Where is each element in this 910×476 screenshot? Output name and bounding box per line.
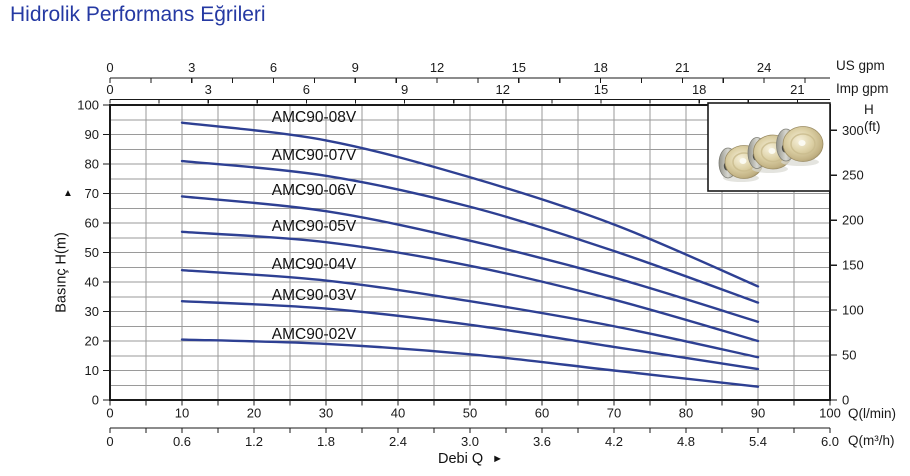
svg-text:15: 15 — [594, 82, 608, 97]
svg-text:12: 12 — [496, 82, 510, 97]
svg-text:0: 0 — [92, 393, 99, 408]
curve-amc90-08v — [180, 121, 760, 288]
right-axis-ft-label: (ft) — [864, 119, 881, 134]
grid-lines — [110, 105, 830, 400]
q-lmin-unit-label: Q(l/min) — [848, 406, 896, 421]
svg-text:70: 70 — [607, 406, 621, 421]
svg-text:10: 10 — [85, 363, 99, 378]
svg-text:12: 12 — [430, 60, 444, 75]
svg-text:0: 0 — [842, 393, 849, 408]
svg-text:1.8: 1.8 — [317, 434, 335, 449]
curve-amc90-07v — [180, 159, 760, 304]
svg-text:18: 18 — [593, 60, 607, 75]
svg-text:250: 250 — [842, 168, 864, 183]
svg-text:1.2: 1.2 — [245, 434, 263, 449]
svg-text:40: 40 — [85, 275, 99, 290]
up-arrow-icon: ▲ — [63, 188, 73, 199]
curve-amc90-05v — [180, 230, 760, 343]
bottom-axis-m3h: 0 0.6 1.2 1.8 2.4 3.0 3.6 4.2 4.8 5.4 6.0 — [106, 427, 839, 449]
curve-label-amc90-03v: AMC90-03V — [271, 287, 357, 305]
svg-text:6: 6 — [303, 82, 310, 97]
svg-text:50: 50 — [85, 245, 99, 260]
curve-amc90-06v — [180, 195, 760, 324]
svg-text:300: 300 — [842, 123, 864, 138]
svg-text:0: 0 — [106, 406, 113, 421]
top-axis-imp-gpm: 0 3 6 9 12 15 18 21 — [106, 82, 830, 104]
left-axis-m: 0 10 20 30 40 50 60 70 80 90 100 — [77, 98, 110, 408]
svg-text:50: 50 — [842, 348, 856, 363]
curve-amc90-03v — [180, 299, 760, 371]
svg-text:90: 90 — [751, 406, 765, 421]
curve-label-amc90-04v: AMC90-04V — [271, 256, 357, 274]
svg-text:20: 20 — [247, 406, 261, 421]
svg-text:70: 70 — [85, 186, 99, 201]
curve-label-amc90-05v: AMC90-05V — [271, 217, 357, 235]
svg-text:10: 10 — [175, 406, 189, 421]
curve-label-amc90-02v: AMC90-02V — [271, 325, 357, 343]
svg-text:100: 100 — [77, 98, 99, 113]
svg-text:3.6: 3.6 — [533, 434, 551, 449]
svg-text:6: 6 — [270, 60, 277, 75]
svg-text:4.8: 4.8 — [677, 434, 695, 449]
svg-text:5.4: 5.4 — [749, 434, 767, 449]
svg-text:15: 15 — [512, 60, 526, 75]
svg-text:80: 80 — [85, 157, 99, 172]
svg-text:150: 150 — [842, 258, 864, 273]
svg-text:3.0: 3.0 — [461, 434, 479, 449]
x-axis-title: Debi Q ► — [438, 451, 503, 467]
right-axis-ft: 0 50 100 150 200 250 300 — [830, 123, 864, 408]
svg-text:4.2: 4.2 — [605, 434, 623, 449]
curve-amc90-04v — [180, 269, 760, 359]
svg-text:40: 40 — [391, 406, 405, 421]
right-arrow-icon: ► — [492, 453, 504, 465]
svg-text:2.4: 2.4 — [389, 434, 407, 449]
svg-text:200: 200 — [842, 213, 864, 228]
svg-text:9: 9 — [401, 82, 408, 97]
imp-gpm-unit-label: Imp gpm — [836, 81, 889, 96]
q-m3h-unit-label: Q(m³/h) — [848, 433, 895, 448]
svg-text:18: 18 — [692, 82, 706, 97]
svg-text:0: 0 — [106, 82, 113, 97]
top-axis-us-gpm: 0 3 6 9 12 15 18 21 24 — [106, 60, 830, 83]
svg-text:30: 30 — [85, 304, 99, 319]
right-axis-h-label: H — [864, 102, 874, 117]
svg-text:0: 0 — [106, 434, 113, 449]
bottom-axis-lmin: 0 10 20 30 40 50 60 70 80 90 100 — [106, 400, 841, 421]
svg-text:80: 80 — [679, 406, 693, 421]
svg-text:100: 100 — [842, 303, 864, 318]
y-axis-title: Basınç H(m) — [53, 232, 70, 313]
pump-curves — [180, 121, 760, 388]
us-gpm-unit-label: US gpm — [836, 58, 885, 73]
svg-text:9: 9 — [352, 60, 359, 75]
x-axis-title-text: Debi Q — [438, 451, 484, 467]
page-title: Hidrolik Performans Eğrileri — [10, 3, 266, 26]
svg-text:6.0: 6.0 — [821, 434, 839, 449]
impeller-3 — [776, 126, 824, 166]
chart-generated-layer: 0102030405060708090100050100150200250300… — [77, 60, 863, 449]
svg-text:90: 90 — [85, 127, 99, 142]
svg-text:60: 60 — [535, 406, 549, 421]
svg-text:50: 50 — [463, 406, 477, 421]
svg-text:21: 21 — [675, 60, 689, 75]
curve-label-amc90-07v: AMC90-07V — [271, 147, 357, 165]
curve-amc90-02v — [180, 338, 760, 388]
svg-text:0.6: 0.6 — [173, 434, 191, 449]
curve-label-amc90-06v: AMC90-06V — [271, 182, 357, 200]
svg-text:20: 20 — [85, 334, 99, 349]
svg-text:30: 30 — [319, 406, 333, 421]
curve-label-amc90-08v: AMC90-08V — [271, 108, 357, 126]
svg-text:3: 3 — [188, 60, 195, 75]
svg-text:3: 3 — [205, 82, 212, 97]
svg-text:21: 21 — [790, 82, 804, 97]
svg-text:60: 60 — [85, 216, 99, 231]
svg-text:100: 100 — [819, 406, 841, 421]
impellers-photo-inset — [707, 102, 831, 192]
svg-text:0: 0 — [106, 60, 113, 75]
svg-text:24: 24 — [757, 60, 771, 75]
